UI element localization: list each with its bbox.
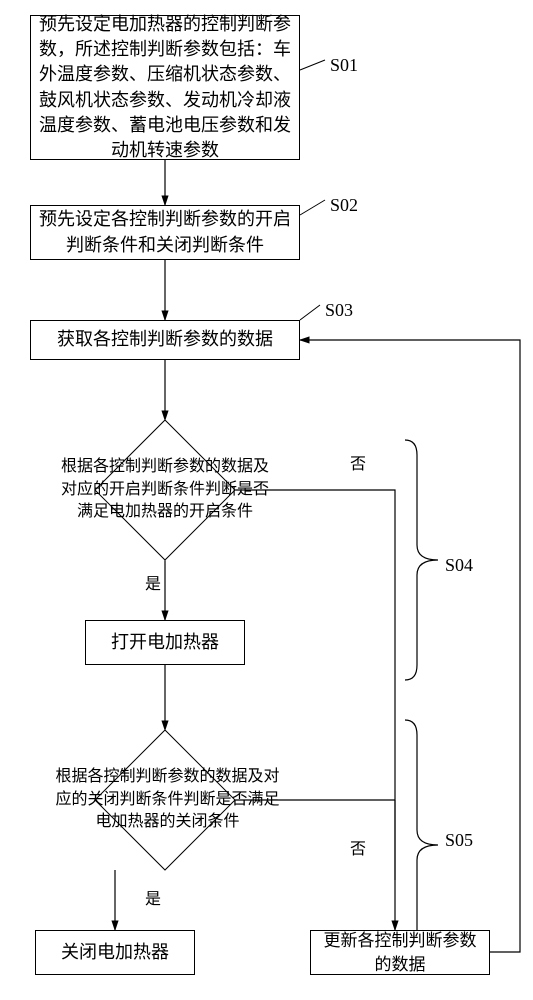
node-update-params-text: 更新各控制判断参数的数据	[319, 929, 481, 977]
edge-label-no-2: 否	[350, 835, 366, 859]
edge-label-no-1: 否	[350, 450, 366, 474]
edge-label-yes-2: 是	[145, 885, 161, 909]
step-label-s02: S02	[330, 195, 358, 216]
node-heater-on-text: 打开电加热器	[111, 630, 219, 655]
step-label-s03: S03	[325, 300, 353, 321]
node-update-params: 更新各控制判断参数的数据	[310, 930, 490, 975]
step-label-s05: S05	[445, 830, 473, 851]
step-label-s01: S01	[330, 55, 358, 76]
node-s03: 获取各控制判断参数的数据	[30, 320, 300, 360]
node-heater-on: 打开电加热器	[85, 620, 245, 665]
node-s03-text: 获取各控制判断参数的数据	[57, 327, 273, 352]
node-s01-text: 预先设定电加热器的控制判断参数，所述控制判断参数包括：车外温度参数、压缩机状态参…	[39, 12, 291, 163]
decision-close-text: 根据各控制判断参数的数据及对应的关闭判断条件判断是否满足电加热器的关闭条件	[55, 766, 280, 833]
node-s01: 预先设定电加热器的控制判断参数，所述控制判断参数包括：车外温度参数、压缩机状态参…	[30, 15, 300, 160]
node-heater-off: 关闭电加热器	[35, 930, 195, 975]
step-label-s04: S04	[445, 555, 473, 576]
node-s02-text: 预先设定各控制判断参数的开启判断条件和关闭判断条件	[39, 207, 291, 257]
node-s02: 预先设定各控制判断参数的开启判断条件和关闭判断条件	[30, 205, 300, 260]
edge-label-yes-1: 是	[145, 570, 161, 594]
node-heater-off-text: 关闭电加热器	[61, 940, 169, 965]
decision-open-text: 根据各控制判断参数的数据及对应的开启判断条件判断是否满足电加热器的开启条件	[55, 456, 275, 523]
